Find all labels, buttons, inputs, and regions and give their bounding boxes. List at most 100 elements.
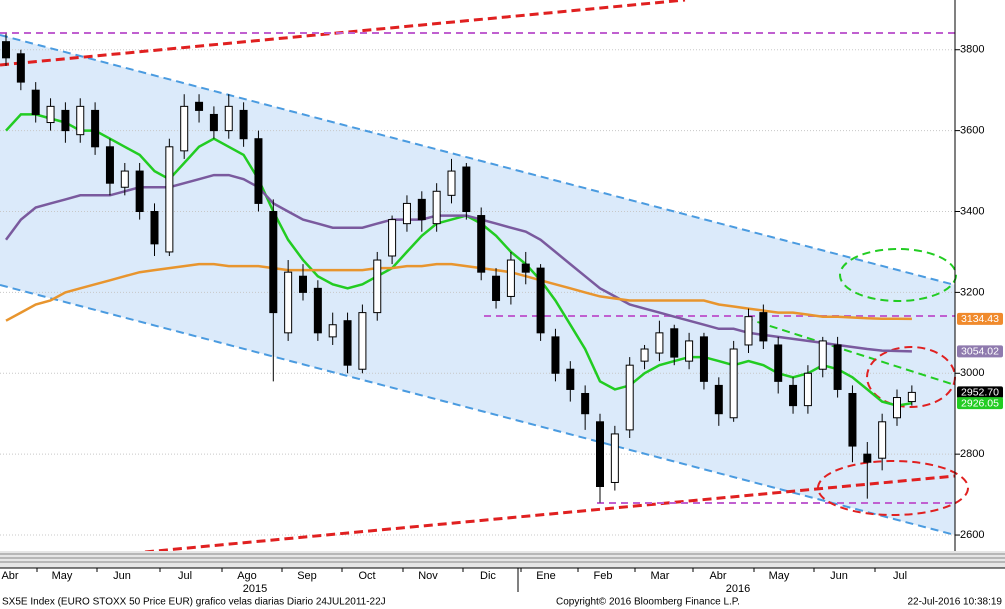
candle-body — [803, 372, 812, 407]
candle-body — [239, 109, 248, 140]
x-tick-label: Jul — [178, 570, 192, 582]
y-tick-label: 3800 — [960, 44, 984, 56]
price-tag — [957, 312, 1003, 325]
candle-body — [699, 336, 708, 382]
candle-body — [195, 101, 204, 111]
candle-body — [91, 109, 100, 148]
x-tick-label: Jul — [893, 570, 907, 582]
candle-body — [150, 211, 159, 245]
timestamp: 22-Jul-2016 10:38:19 — [907, 597, 1002, 608]
candle-body — [521, 263, 530, 273]
candle-body — [610, 433, 619, 483]
x-tick-label: Feb — [594, 570, 613, 582]
x-tick-label: Nov — [418, 570, 438, 582]
candle-body — [46, 105, 55, 124]
x-tick-label: May — [769, 570, 790, 582]
candle-body — [135, 170, 144, 213]
labels: 2600 2800 3000 3200 3400 3600 3800 Abr May Jun Jul… — [1, 44, 1003, 595]
x-tick-label: Jun — [113, 570, 131, 582]
candle-body — [284, 271, 293, 334]
x-tick-label: Ene — [536, 570, 556, 582]
candle-body — [180, 105, 189, 152]
candle-body — [714, 384, 723, 415]
upper-channel — [0, 34, 956, 286]
candle-body — [685, 340, 694, 362]
candle-body — [536, 267, 545, 334]
y-tick-label: 3000 — [960, 367, 984, 379]
candle-body — [417, 198, 426, 221]
candle-body — [432, 190, 441, 225]
candle-body — [596, 421, 604, 488]
candle-body — [551, 336, 560, 374]
candle-body — [313, 287, 322, 334]
x-tick-label: Abr — [1, 570, 18, 582]
green-trend — [744, 317, 956, 386]
year-label: 2016 — [726, 583, 750, 595]
price-tag-label: 2952.70 — [961, 387, 999, 399]
price-tag-label: 2926.05 — [961, 397, 999, 409]
moving-average — [5, 262, 912, 322]
candle-body — [462, 166, 471, 213]
candle-body — [120, 170, 129, 188]
y-tick-label: 3200 — [960, 286, 984, 298]
marks — [2, 33, 916, 503]
candle-body — [209, 113, 218, 132]
candle-body — [224, 105, 233, 132]
x-tick-label: Ago — [237, 570, 257, 582]
candle-body — [759, 312, 768, 342]
price-tag-label: 3054.02 — [961, 346, 999, 358]
candle-body — [16, 53, 25, 83]
target-oval — [839, 248, 957, 302]
candle-body — [640, 348, 649, 362]
candle-body — [492, 275, 501, 301]
x-tick-label: Oct — [358, 570, 375, 582]
candle-body — [848, 392, 857, 447]
candle-body — [566, 368, 575, 390]
candle-body — [744, 316, 753, 346]
x-tick-label: Abr — [709, 570, 726, 582]
year-label: 2015 — [243, 583, 267, 595]
x-tick-label: Jun — [830, 570, 848, 582]
candle-body — [61, 109, 70, 132]
candle-body — [343, 320, 352, 366]
candle-body — [774, 344, 783, 382]
price-tag-label: 3134.43 — [961, 313, 999, 325]
oval — [817, 460, 969, 516]
candle-body — [299, 275, 307, 293]
price-tag — [957, 386, 1003, 399]
y-tick-label: 2800 — [960, 448, 984, 460]
candle-body — [670, 328, 679, 358]
candle-body — [165, 146, 174, 253]
lower-channel — [0, 284, 956, 536]
candle-body — [388, 219, 397, 257]
candle-body — [105, 146, 114, 184]
candle-body — [402, 202, 411, 225]
candle-body — [907, 391, 916, 403]
candle-body — [729, 348, 738, 419]
caption: SX5E Index (EURO STOXX 50 Price EUR) gra… — [2, 597, 386, 608]
candle-body — [447, 170, 456, 196]
candle-body — [328, 324, 337, 338]
price-tag — [957, 397, 1003, 410]
candle-body — [833, 344, 842, 390]
candle-body — [254, 138, 263, 204]
candle-body — [893, 397, 901, 419]
candle-body — [818, 340, 827, 370]
candle-body — [31, 89, 40, 115]
candle-body — [76, 105, 85, 136]
candle-body — [373, 259, 382, 314]
moving-average — [5, 113, 913, 407]
candle-body — [477, 215, 486, 273]
x-tick-label: Mar — [651, 570, 670, 582]
candle-body — [625, 364, 634, 431]
candle-body — [789, 384, 798, 407]
copyright: Copyright© 2016 Bloomberg Finance L.P. — [556, 597, 740, 608]
price-tag — [957, 345, 1003, 358]
candle-body — [358, 312, 367, 370]
x-tick-label: Dic — [480, 570, 496, 582]
candle-body — [2, 41, 10, 59]
candle-body — [506, 259, 515, 297]
candle-body — [655, 332, 664, 354]
candle-body — [269, 211, 278, 314]
